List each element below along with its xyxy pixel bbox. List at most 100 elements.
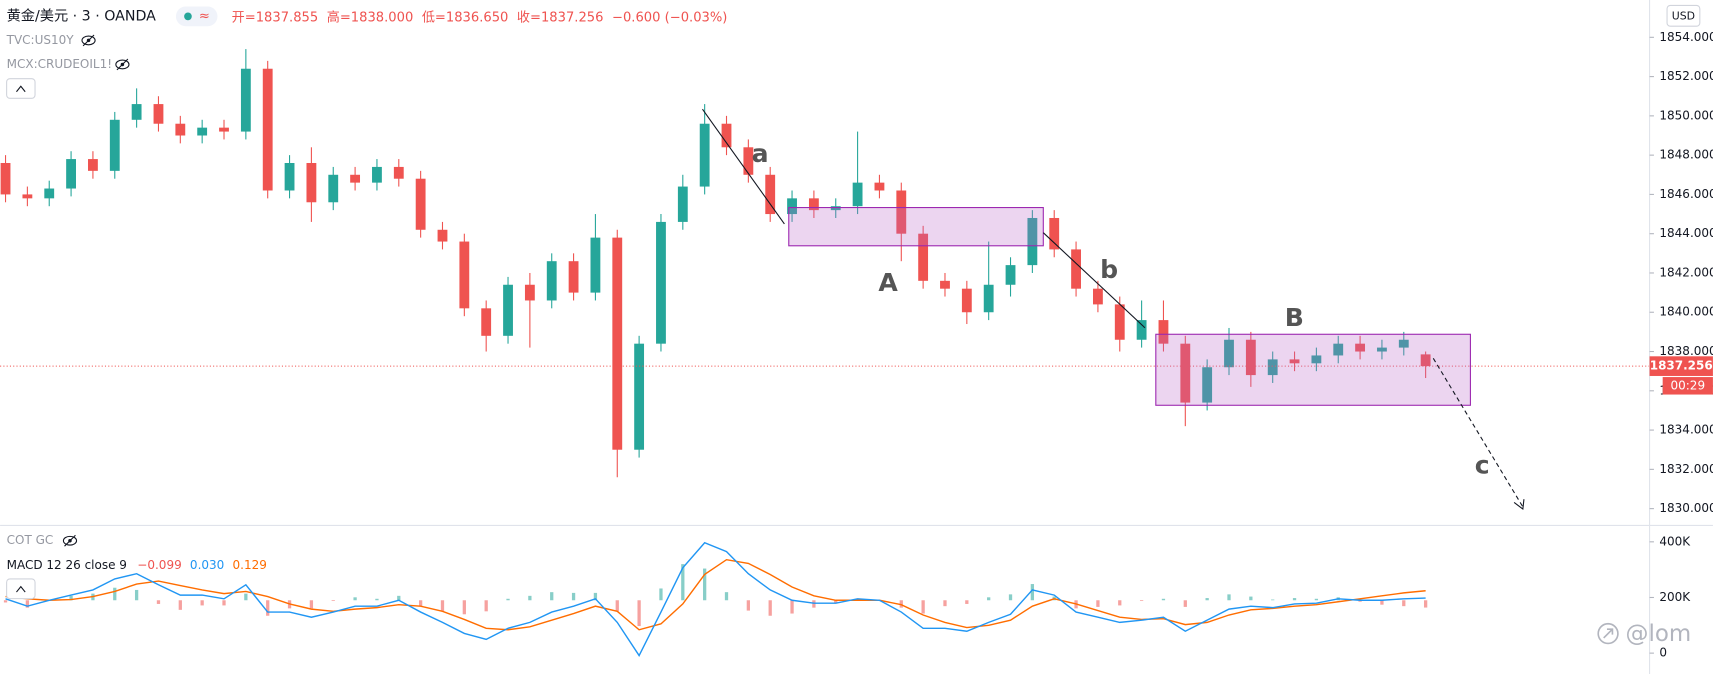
histogram-bar	[921, 600, 925, 614]
y-tick-label: 1848.000	[1659, 148, 1713, 162]
histogram-bar	[703, 568, 707, 601]
histogram-bar	[1380, 600, 1384, 605]
y-tick-label: 1838.000	[1659, 344, 1713, 358]
histogram-bar	[1030, 584, 1035, 601]
histogram-bar	[1292, 598, 1297, 601]
candle-body	[1114, 304, 1125, 340]
candle-body	[1420, 354, 1431, 367]
candle-body	[219, 127, 229, 132]
candle-body	[153, 104, 164, 124]
candle-body	[612, 237, 623, 450]
ohlc-value: 收=1837.256	[517, 9, 604, 25]
candle-body	[1224, 339, 1234, 368]
indicator-value: 0.030	[190, 557, 224, 571]
candle-body	[983, 284, 994, 313]
collapse-button[interactable]	[6, 578, 36, 600]
range-box	[788, 207, 1044, 247]
change-value: −0.600 (−0.03%)	[612, 10, 727, 25]
y-tick-label: 1832.000	[1659, 462, 1713, 476]
trend-line	[1042, 232, 1146, 329]
collapse-button[interactable]	[6, 78, 36, 99]
watermark-logo	[1597, 622, 1619, 645]
candle-body	[896, 190, 907, 234]
histogram-bar	[1161, 598, 1166, 601]
histogram-bar	[550, 592, 554, 601]
candle-body	[1267, 359, 1278, 376]
candle-body	[44, 188, 55, 199]
candle-body	[1245, 339, 1256, 376]
candle-body	[1093, 288, 1103, 305]
candle-body	[481, 308, 492, 336]
candle-body	[1049, 217, 1060, 250]
y-tick-label: 1844.000	[1659, 226, 1713, 240]
histogram-bar	[156, 600, 161, 604]
histogram-bar	[222, 600, 226, 606]
histogram-bar	[375, 598, 379, 601]
histogram-bar	[1139, 600, 1144, 602]
histogram-bar	[1358, 600, 1362, 602]
y-tick-label: 1830.000	[1659, 501, 1713, 515]
histogram-bar	[899, 600, 903, 608]
candle-body	[350, 174, 361, 183]
histogram-bar	[113, 587, 117, 601]
histogram-bar	[1118, 600, 1122, 606]
currency-box[interactable]	[1666, 4, 1701, 27]
indicator-legend: MACD 12 26 close 9 −0.099 0.030 0.129	[7, 557, 267, 571]
candle-body	[1289, 359, 1300, 364]
candle-body	[677, 186, 688, 222]
candle-body	[393, 166, 404, 179]
histogram-bar	[1402, 600, 1406, 607]
histogram-bar	[1423, 600, 1428, 608]
arrow-head	[1513, 499, 1525, 511]
histogram-bar	[353, 597, 357, 601]
histogram-bar	[1008, 594, 1013, 601]
y-tick-label: 200K	[1659, 590, 1691, 604]
histogram-bar	[855, 598, 860, 601]
countdown: 00:29	[1671, 378, 1706, 392]
status-dot	[184, 12, 192, 21]
candle-body	[918, 233, 929, 281]
candle-body	[765, 174, 776, 215]
histogram-bar	[419, 600, 423, 607]
histogram-bar	[1096, 600, 1100, 607]
hide-icon[interactable]	[81, 34, 96, 47]
candle-body	[874, 182, 885, 191]
candle-body	[131, 104, 142, 120]
histogram-bar	[965, 600, 969, 604]
candle-body	[437, 229, 448, 242]
histogram-bar	[987, 597, 991, 601]
histogram-bar	[1314, 598, 1319, 601]
signal-line	[5, 558, 1426, 631]
indicator-value: 0.129	[232, 557, 266, 571]
macd-line	[5, 541, 1426, 657]
histogram-bar	[25, 600, 30, 608]
histogram-bar	[244, 593, 248, 601]
candle-body	[1202, 367, 1213, 403]
y-tick-label: 1842.000	[1659, 265, 1713, 279]
candle-body	[306, 162, 317, 203]
histogram-bar	[440, 600, 445, 612]
status-icon: ≈	[199, 9, 210, 24]
histogram-bar	[462, 600, 466, 615]
y-tick-label: 1852.000	[1659, 69, 1713, 83]
candle-body	[721, 123, 732, 148]
overlay-label[interactable]: MCX:CRUDEOIL1!	[7, 57, 112, 71]
hide-icon[interactable]	[62, 534, 78, 547]
candle-body	[656, 221, 666, 344]
ohlc-value: 高=1838.000	[327, 8, 414, 25]
hide-icon[interactable]	[115, 58, 130, 71]
plot-area	[0, 49, 1650, 657]
candle-body	[109, 119, 120, 171]
histogram-bar	[397, 595, 401, 601]
candle-body	[852, 182, 863, 207]
candle-body	[262, 68, 273, 191]
candle-body	[284, 162, 295, 191]
chevron	[16, 585, 26, 593]
histogram-bar	[506, 598, 510, 601]
histogram-bar	[659, 588, 663, 601]
histogram-bar	[746, 600, 750, 611]
overlay-label[interactable]: TVC:US10Y	[6, 33, 75, 47]
candle-body	[197, 127, 208, 136]
histogram-bar	[331, 600, 335, 602]
